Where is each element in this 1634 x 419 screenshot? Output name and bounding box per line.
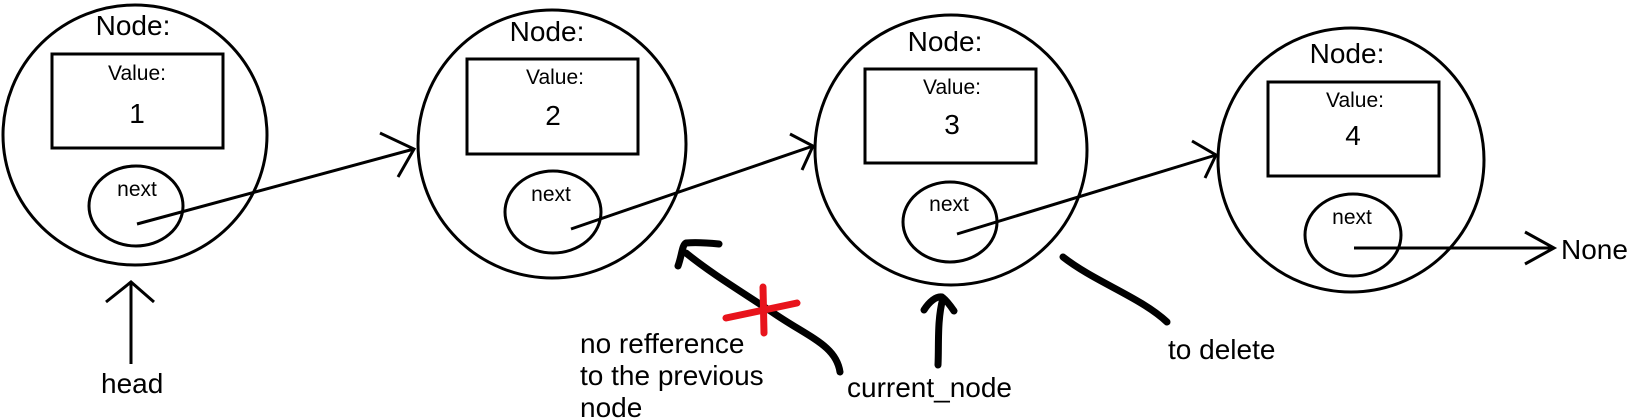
node-1-next-label: next	[117, 178, 157, 201]
node-3-value: 3	[944, 109, 960, 140]
node-2-circle	[416, 8, 688, 280]
next-pointer-2-to-3	[570, 132, 815, 231]
node-4-circle	[1216, 26, 1486, 294]
node-1-next-circle	[87, 164, 185, 248]
node-4: Node: Value: 4 next	[1216, 26, 1486, 294]
node-3-title: Node:	[908, 26, 983, 57]
node-1-value: 1	[129, 98, 145, 129]
head-arrow	[105, 280, 155, 364]
node-3-next-label: next	[929, 193, 969, 216]
node-1-circle	[1, 3, 269, 267]
node-3-value-label: Value:	[923, 76, 981, 99]
node-2: Node: Value: 2 next	[416, 8, 688, 280]
head-label: head	[101, 368, 163, 399]
node-2-value-box	[465, 57, 640, 156]
node-2-title: Node:	[510, 16, 585, 47]
node-3: Node: Value: 3 next	[813, 13, 1089, 287]
no-reference-label-line-3: node	[580, 392, 642, 419]
node-2-value-label: Value:	[526, 66, 584, 89]
previous-reference-arrow	[674, 239, 844, 376]
node-2-value: 2	[545, 100, 561, 131]
node-1-value-label: Value:	[108, 62, 166, 85]
next-pointer-1-to-2	[136, 131, 417, 226]
current-node-label: current_node	[847, 372, 1012, 403]
current-node-arrow	[920, 293, 958, 369]
no-reference-label-line-1: no refference	[580, 328, 745, 359]
next-pointer-3-to-4	[956, 139, 1218, 236]
node-3-circle	[813, 13, 1089, 287]
node-4-value-label: Value:	[1326, 89, 1384, 112]
to-delete-label: to delete	[1168, 334, 1275, 365]
node-3-value-box	[863, 67, 1038, 165]
node-4-title: Node:	[1310, 38, 1385, 69]
node-1-title: Node:	[96, 10, 171, 41]
node-4-next-label: next	[1332, 206, 1372, 229]
next-pointer-4-to-none	[1354, 230, 1558, 266]
node-4-value-box	[1266, 80, 1441, 178]
node-4-next-circle	[1303, 192, 1403, 278]
node-4-value: 4	[1345, 120, 1361, 151]
node-1: Node: Value: 1 next	[1, 3, 269, 267]
node-2-next-circle	[503, 169, 603, 255]
cross-mark-icon	[722, 283, 801, 337]
no-reference-label-line-2: to the previous	[580, 360, 764, 391]
to-delete-stroke	[1059, 253, 1171, 326]
node-2-next-label: next	[531, 183, 571, 206]
node-1-value-box	[50, 52, 225, 150]
none-label: None	[1561, 234, 1628, 265]
